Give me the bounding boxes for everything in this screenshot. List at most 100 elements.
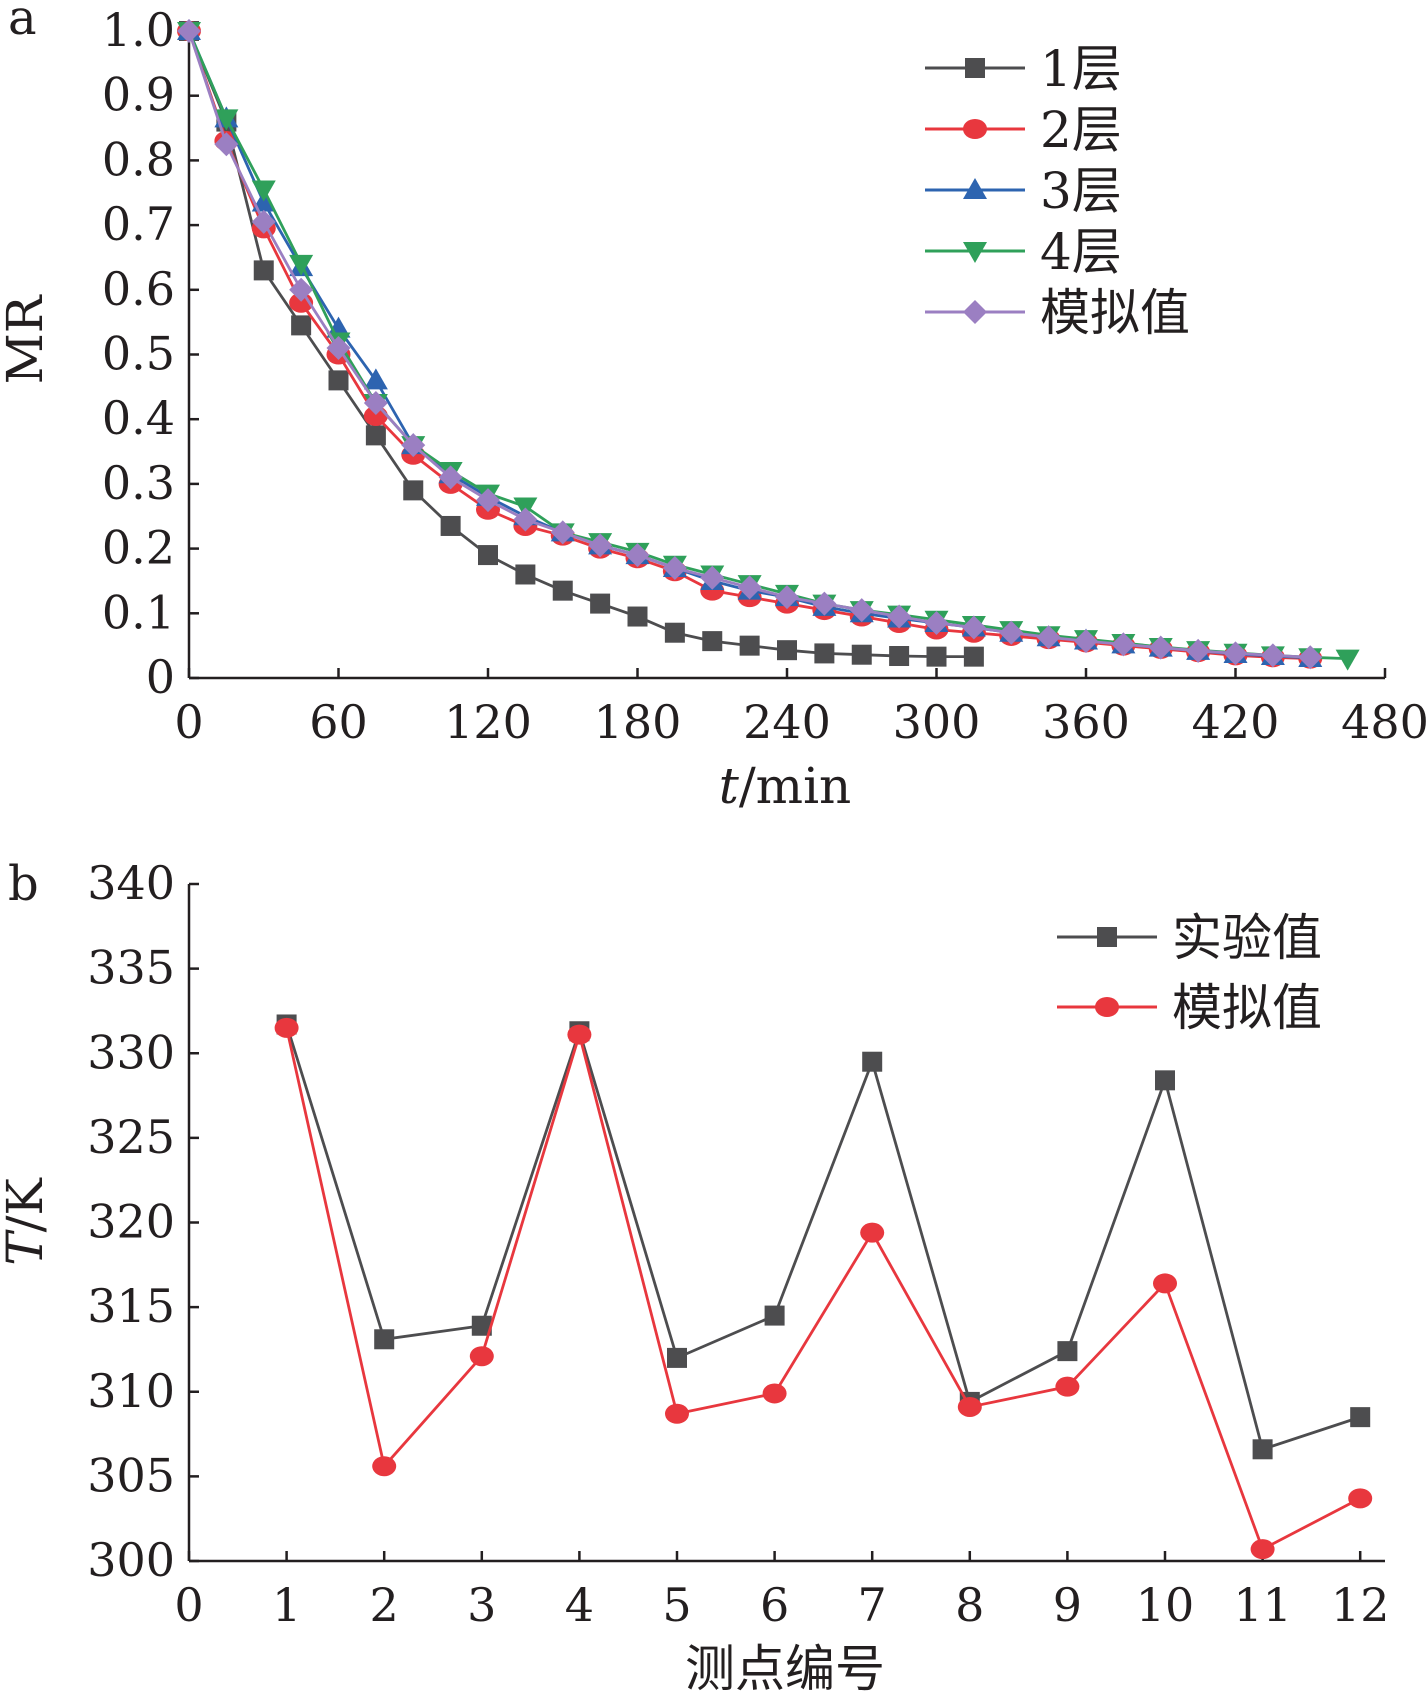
y-axis-label-b: T/K bbox=[0, 1177, 54, 1266]
data-point bbox=[326, 336, 351, 361]
y-tick-label: 0.8 bbox=[102, 132, 175, 186]
x-tick-label: 7 bbox=[858, 1578, 887, 1632]
data-point bbox=[403, 480, 424, 501]
y-tick-label: 0 bbox=[146, 650, 175, 704]
series-1 bbox=[179, 21, 984, 667]
y-tick-label: 0.4 bbox=[102, 391, 175, 445]
data-point bbox=[814, 643, 835, 664]
legend-item: 4层 bbox=[925, 223, 1122, 281]
x-tick-label: 11 bbox=[1233, 1578, 1292, 1632]
x-tick-label: 6 bbox=[760, 1578, 789, 1632]
panel-label-b: b bbox=[8, 856, 39, 912]
data-point bbox=[1298, 645, 1323, 670]
data-point bbox=[851, 644, 872, 665]
data-point bbox=[274, 1017, 299, 1038]
legend-marker bbox=[963, 178, 987, 199]
data-point bbox=[1186, 638, 1211, 663]
legend-item: 模拟值 bbox=[925, 284, 1190, 342]
data-point bbox=[567, 1024, 592, 1045]
y-tick-label: 0.7 bbox=[102, 197, 175, 251]
data-point bbox=[739, 635, 760, 656]
y-tick-label: 310 bbox=[87, 1364, 175, 1418]
data-point bbox=[515, 564, 536, 585]
data-point bbox=[963, 646, 984, 667]
series-3 bbox=[177, 19, 1323, 667]
x-tick-label: 60 bbox=[309, 695, 368, 749]
y-tick-label: 0.5 bbox=[102, 327, 175, 381]
data-point bbox=[627, 606, 648, 627]
x-tick-label: 5 bbox=[662, 1578, 691, 1632]
data-point bbox=[961, 615, 986, 640]
series-2 bbox=[274, 1017, 1373, 1560]
x-tick-label: 480 bbox=[1341, 695, 1428, 749]
x-ticks-a: 0 60 120 180 240 300 360 420 480 bbox=[174, 668, 1428, 749]
y-tick-label: 300 bbox=[87, 1533, 175, 1587]
data-point bbox=[999, 620, 1024, 645]
panel-label-a: a bbox=[8, 0, 37, 46]
x-tick-label: 3 bbox=[467, 1578, 496, 1632]
data-point bbox=[590, 593, 611, 614]
y-tick-label: 320 bbox=[87, 1195, 175, 1249]
data-point bbox=[664, 622, 685, 643]
x-tick-label: 9 bbox=[1053, 1578, 1082, 1632]
legend-label: 2层 bbox=[1040, 101, 1122, 159]
series-line bbox=[187, 30, 1348, 660]
x-tick-label: 0 bbox=[174, 695, 203, 749]
x-tick-label: 420 bbox=[1192, 695, 1280, 749]
x-tick-label: 120 bbox=[444, 695, 532, 749]
data-point bbox=[588, 533, 613, 558]
data-point bbox=[926, 646, 947, 667]
y-tick-label: 305 bbox=[87, 1448, 175, 1502]
y-tick-label: 0.1 bbox=[102, 585, 175, 639]
data-point bbox=[289, 254, 314, 276]
legend-marker bbox=[965, 58, 985, 78]
data-point bbox=[476, 488, 500, 513]
data-point bbox=[552, 580, 573, 601]
x-tick-label: 4 bbox=[565, 1578, 594, 1632]
y-tick-label: 0.2 bbox=[102, 521, 175, 575]
y-tick-label: 340 bbox=[87, 856, 175, 910]
legend-label: 3层 bbox=[1040, 162, 1122, 220]
data-point bbox=[1335, 649, 1360, 671]
data-point bbox=[1036, 625, 1061, 650]
data-point bbox=[862, 1051, 883, 1072]
data-point bbox=[1057, 1341, 1078, 1362]
x-tick-label: 10 bbox=[1136, 1578, 1195, 1632]
legend-item: 2层 bbox=[925, 101, 1122, 159]
x-tick-label: 8 bbox=[955, 1578, 984, 1632]
data-point bbox=[702, 631, 723, 652]
data-point bbox=[1223, 641, 1248, 666]
data-point bbox=[326, 316, 351, 338]
data-point bbox=[1350, 1407, 1371, 1428]
data-point bbox=[291, 315, 312, 336]
data-point bbox=[777, 640, 797, 661]
data-point bbox=[700, 565, 725, 590]
legend-marker bbox=[963, 119, 987, 139]
data-point bbox=[662, 556, 687, 581]
y-tick-label: 335 bbox=[87, 941, 175, 995]
data-point bbox=[1252, 1439, 1273, 1460]
data-point bbox=[775, 585, 799, 610]
y-tick-label: 0.9 bbox=[102, 68, 175, 122]
y-ticks-b: 300 305 310 315 320 325 330 335 340 bbox=[87, 856, 199, 1587]
data-point bbox=[251, 180, 276, 202]
series-line bbox=[285, 1024, 1361, 1452]
data-point bbox=[253, 260, 274, 281]
data-point bbox=[471, 1315, 492, 1336]
y-ticks-a: 0 0.1 0.2 0.3 0.4 0.5 0.6 0.7 0.8 0.9 1.0 bbox=[102, 3, 199, 704]
series-1 bbox=[276, 1014, 1371, 1460]
legend-marker bbox=[1097, 927, 1117, 947]
y-tick-label: 330 bbox=[87, 1025, 175, 1079]
legend-item: 3层 bbox=[925, 162, 1122, 220]
legend-label: 1层 bbox=[1040, 40, 1122, 98]
y-axis-label-a: MR bbox=[0, 294, 54, 384]
data-point bbox=[667, 1347, 687, 1368]
legend-marker bbox=[963, 242, 987, 263]
data-point bbox=[1055, 1376, 1080, 1397]
data-point bbox=[625, 543, 650, 568]
data-point bbox=[363, 391, 388, 416]
data-point bbox=[1153, 1273, 1177, 1294]
data-point bbox=[289, 277, 314, 302]
data-point bbox=[251, 209, 276, 234]
x-tick-label: 2 bbox=[370, 1578, 399, 1632]
